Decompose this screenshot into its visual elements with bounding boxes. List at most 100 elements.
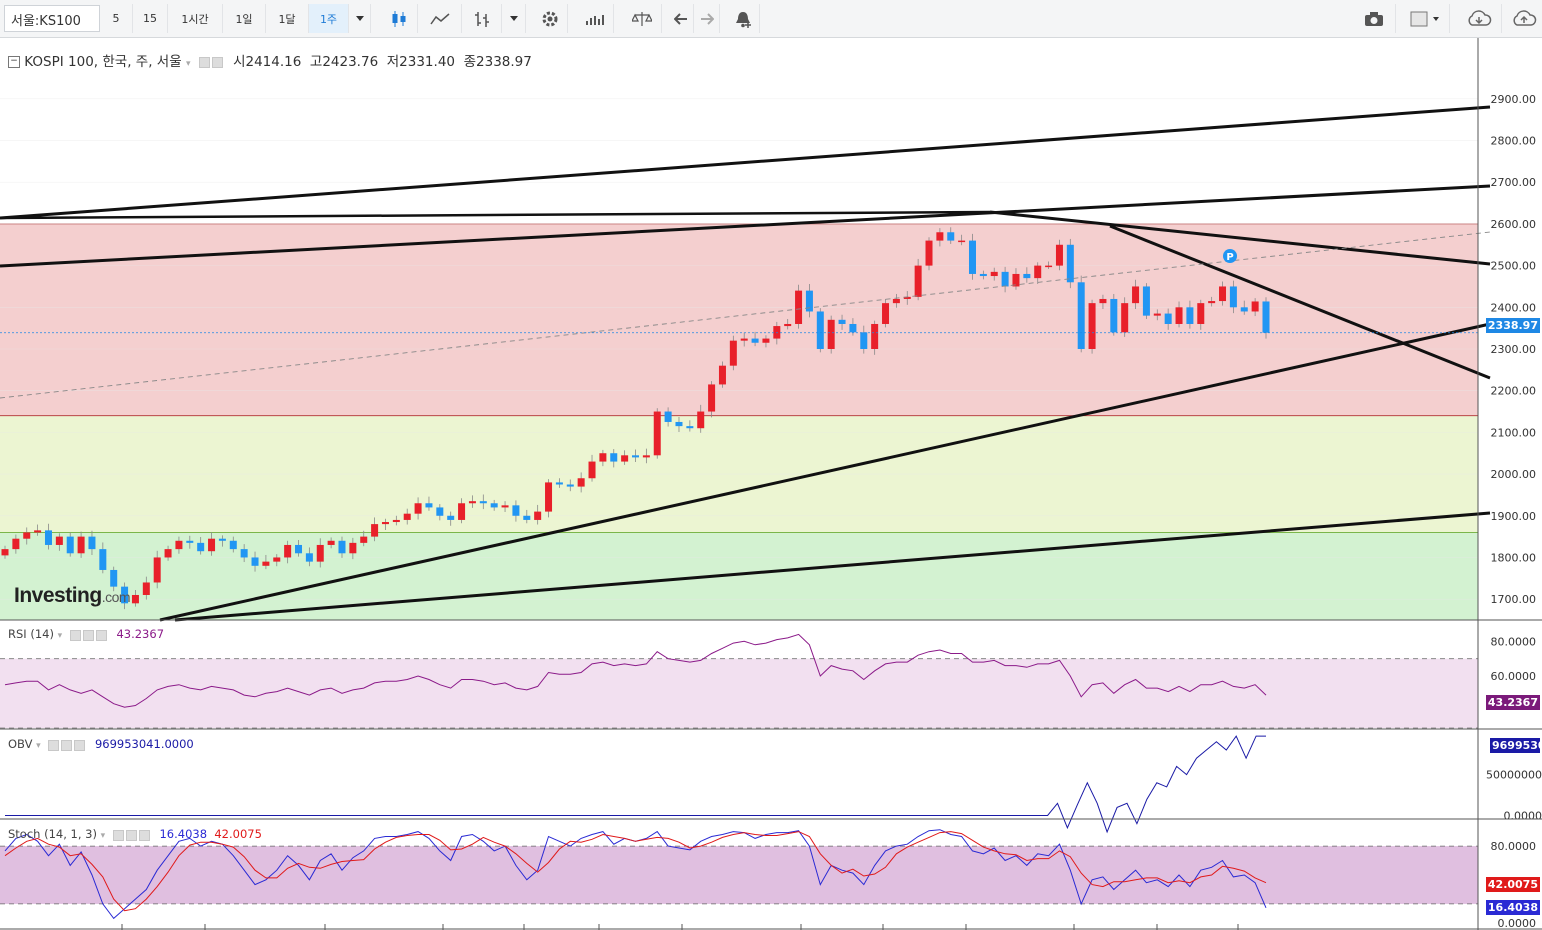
stoch-axis-label: 80.0000 <box>1491 840 1537 853</box>
candle-35 <box>381 522 389 525</box>
stoch-axis-label: 0.0000 <box>1498 917 1537 930</box>
candle-9 <box>99 549 107 570</box>
trend-line-1 <box>0 184 1491 268</box>
stoch-k-tag: 16.4038 <box>1485 900 1540 915</box>
pane-dividers <box>0 38 1542 930</box>
price-axis-label: 1800.00 <box>1491 551 1537 564</box>
obv-axis-label: 0.0000 <box>1504 810 1542 823</box>
candle-107 <box>1164 313 1172 324</box>
candle-55 <box>599 453 607 462</box>
candle-38 <box>414 503 422 514</box>
candle-112 <box>1219 286 1227 302</box>
candle-37 <box>403 513 411 520</box>
alert-icon[interactable] <box>726 4 760 33</box>
price-axis-label: 2900.00 <box>1491 93 1537 106</box>
candle-62 <box>675 421 683 427</box>
obv-settings-icons[interactable] <box>48 738 87 752</box>
stoch-label[interactable]: Stoch (14, 1, 3) <box>8 827 97 841</box>
camera-icon[interactable] <box>1352 4 1396 33</box>
stoch-settings-icons[interactable] <box>112 828 152 842</box>
interval-1h-button[interactable]: 1시간 <box>168 4 223 33</box>
rsi-label[interactable]: RSI (14) <box>8 627 54 641</box>
rsi-value-tag: 43.2367 <box>1485 695 1540 710</box>
price-chart[interactable]: P 1700.00 1800.00 1900.00 2000.00 2100.00 2200… <box>0 38 1542 930</box>
obv-line <box>5 735 1266 834</box>
candle-78 <box>849 323 857 333</box>
candle-73 <box>795 290 803 324</box>
candle-39 <box>425 503 433 508</box>
candle-54 <box>588 461 596 479</box>
candle-33 <box>360 536 368 543</box>
price-pane: P 1700.00 1800.00 1900.00 2000.00 2100.00 2200… <box>0 78 1537 622</box>
stoch-legend: Stoch (14, 1, 3) ▾ 16.4038 42.0075 <box>8 827 262 842</box>
interval-15-button[interactable]: 15 <box>133 4 168 33</box>
pivot-marker-label: P <box>1226 252 1233 263</box>
rsi-axis-label: 80.0000 <box>1491 635 1537 648</box>
chart-toolbar: 서울:KS100 5 15 1시간 1일 1달 1주 <box>0 0 1542 38</box>
candle-65 <box>708 384 716 412</box>
interval-5-button[interactable]: 5 <box>100 4 133 33</box>
candle-40 <box>436 507 444 516</box>
candle-49 <box>534 511 542 520</box>
obv-label[interactable]: OBV <box>8 737 33 751</box>
candle-76 <box>827 319 835 349</box>
candle-59 <box>642 455 650 458</box>
candle-16 <box>175 540 183 550</box>
redo-icon[interactable] <box>694 4 720 33</box>
undo-icon[interactable] <box>668 4 694 33</box>
chart-type-chevron-down-icon[interactable] <box>502 4 526 33</box>
candle-1 <box>12 538 20 550</box>
candle-84 <box>914 265 922 297</box>
candle-25 <box>273 557 281 562</box>
interval-1w-button[interactable]: 1주 <box>309 4 349 33</box>
scales-icon[interactable] <box>622 4 662 33</box>
candle-14 <box>153 557 161 583</box>
obv-pane: 50000000 0.0000 <box>5 735 1542 834</box>
legend-close: 종2338.97 <box>463 54 532 70</box>
candle-2 <box>23 532 31 539</box>
cloud-download-icon[interactable] <box>1456 4 1502 33</box>
bars-icon[interactable] <box>462 4 502 33</box>
candle-87 <box>947 232 955 241</box>
candle-36 <box>392 519 400 523</box>
price-axis-label: 2400.00 <box>1491 301 1537 314</box>
candle-102 <box>1110 298 1118 333</box>
candle-11 <box>121 586 129 604</box>
cloud-upload-icon[interactable] <box>1506 4 1542 33</box>
rsi-settings-icons[interactable] <box>69 628 109 642</box>
candle-34 <box>371 524 379 537</box>
gear-icon[interactable] <box>532 4 568 33</box>
candle-48 <box>523 515 531 520</box>
interval-chevron-down-icon[interactable] <box>349 4 371 33</box>
instrument-name[interactable]: KOSPI 100, 한국, 주, 서울 <box>24 54 182 70</box>
trend-line-3 <box>159 322 1491 622</box>
obv-legend: OBV ▾ 969953041.0000 <box>8 737 194 752</box>
collapse-icon[interactable]: − <box>8 56 20 68</box>
candle-44 <box>479 501 487 504</box>
candle-63 <box>686 426 694 429</box>
interval-1d-button[interactable]: 1일 <box>223 4 266 33</box>
symbol-search-input[interactable]: 서울:KS100 <box>4 5 100 32</box>
candle-12 <box>131 594 139 604</box>
indicators-icon[interactable] <box>576 4 614 33</box>
candle-110 <box>1197 303 1205 324</box>
legend-chevron-icon[interactable]: ▾ <box>185 59 191 69</box>
candle-83 <box>903 296 911 299</box>
candles-icon[interactable] <box>380 4 418 33</box>
trend-line-5 <box>989 210 1491 266</box>
interval-1mo-button[interactable]: 1달 <box>266 4 309 33</box>
legend-low: 저2331.40 <box>386 54 455 70</box>
legend-settings-icons[interactable] <box>198 54 225 70</box>
candle-68 <box>740 338 748 341</box>
area-icon[interactable] <box>418 4 462 33</box>
candle-56 <box>610 453 618 462</box>
obv-axis-label: 50000000 <box>1486 769 1542 782</box>
candle-71 <box>773 326 781 339</box>
investing-logo: Investing.com <box>14 584 131 607</box>
stoch-line-d <box>4 831 1267 912</box>
candle-67 <box>729 340 737 366</box>
candle-61 <box>664 411 672 422</box>
candle-53 <box>577 478 585 487</box>
stoch-d-tag: 42.0075 <box>1485 877 1540 892</box>
color-icon[interactable] <box>1400 4 1450 33</box>
